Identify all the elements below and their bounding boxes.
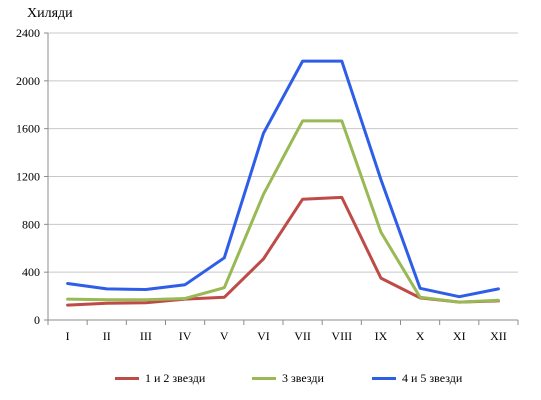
x-tick-label: II [103, 329, 111, 343]
legend-swatch [252, 376, 276, 380]
y-tick-label: 800 [22, 217, 40, 231]
x-tick-label: V [220, 329, 229, 343]
x-tick-label: VI [257, 329, 270, 343]
legend-item: 4 и 5 звезди [372, 369, 462, 387]
x-tick-label: IX [375, 329, 388, 343]
x-tick-label: XII [490, 329, 507, 343]
x-tick-label: VII [294, 329, 311, 343]
y-tick-label: 0 [34, 313, 40, 327]
legend-label: 4 и 5 звезди [402, 370, 463, 385]
series-lines [66, 59, 500, 307]
gridlines [48, 32, 518, 273]
y-axis-unit-label: Хиляди [27, 6, 73, 21]
x-tick-label: X [416, 329, 425, 343]
legend-item: 1 и 2 звезди [115, 369, 205, 387]
x-tick-label: XI [453, 329, 466, 343]
legend-swatch [115, 376, 139, 380]
x-tick-label: VIII [331, 329, 352, 343]
series-line-2 [66, 119, 500, 304]
y-tick-labels: 0 400 800 1200 1600 2000 2400 [16, 26, 40, 327]
y-tick-label: 400 [22, 265, 40, 279]
legend-swatch [372, 376, 396, 380]
legend-label: 1 и 2 звезди [145, 370, 206, 385]
axes [44, 32, 519, 325]
x-tick-label: IV [179, 329, 192, 343]
y-tick-label: 2000 [16, 74, 40, 88]
y-tick-label: 1600 [16, 122, 40, 136]
series-line-3 [66, 59, 500, 299]
x-tick-label: I [66, 329, 70, 343]
legend: 1 и 2 звезди 3 звезди 4 и 5 звезди [0, 369, 541, 387]
y-tick-label: 1200 [16, 170, 40, 184]
y-tick-label: 2400 [16, 26, 40, 40]
legend-label: 3 звезди [282, 370, 324, 385]
legend-item: 3 звезди [252, 369, 324, 387]
x-tick-label: III [140, 329, 152, 343]
x-tick-labels: I II III IV V VI VII VIII IX X XI XII [66, 329, 507, 343]
